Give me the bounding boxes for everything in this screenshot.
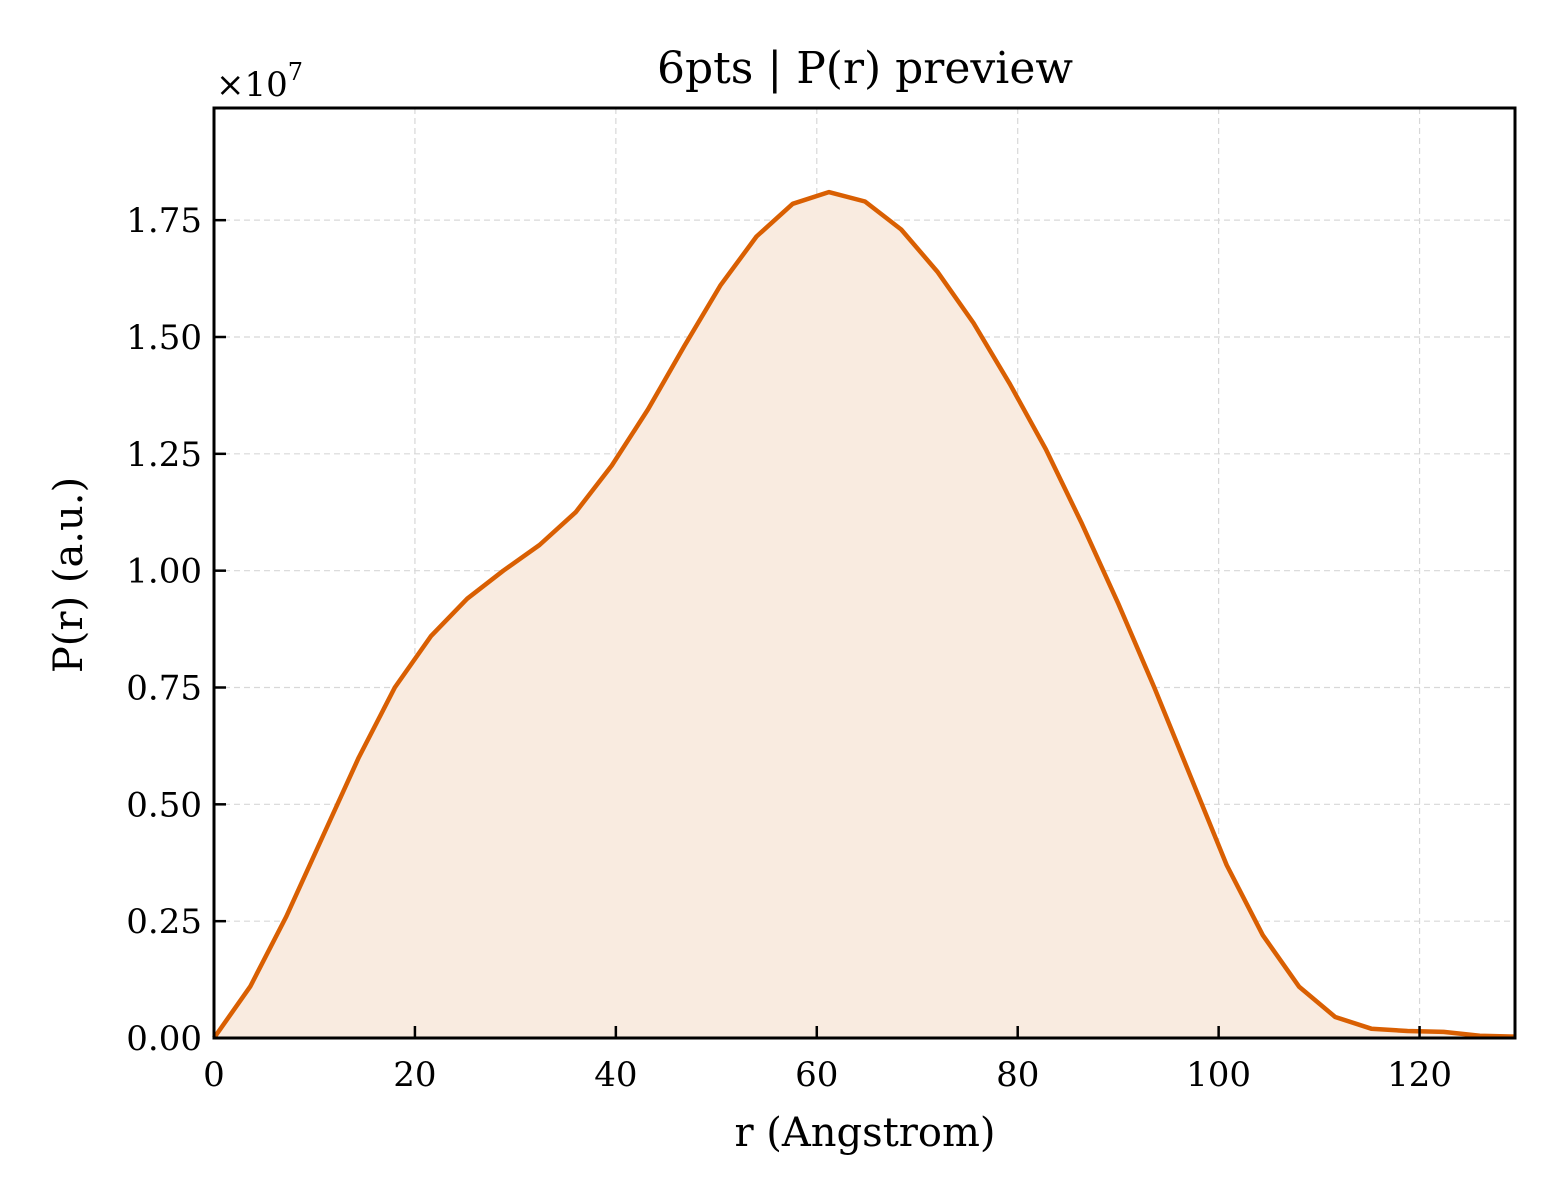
x-tick-label: 120	[1387, 1055, 1452, 1095]
x-tick-label: 40	[594, 1055, 637, 1095]
y-tick-label: 0.50	[126, 785, 202, 825]
y-tick-label: 1.50	[126, 318, 202, 358]
y-tick-label: 1.25	[126, 435, 202, 475]
y-tick-label: 1.00	[126, 552, 202, 592]
plot-frame	[212, 106, 1517, 1040]
y-multiplier-exponent: 7	[288, 58, 303, 86]
x-tick-label: 100	[1186, 1055, 1251, 1095]
y-tick-label: 0.00	[126, 1019, 202, 1059]
y-tick-label: 0.25	[126, 902, 202, 942]
x-tick-label: 20	[393, 1055, 436, 1095]
pr-line	[212, 189, 1516, 1040]
x-tick-label: 0	[203, 1055, 225, 1095]
x-axis-label: r (Angstrom)	[734, 1110, 995, 1156]
y-multiplier-base: ×10	[216, 65, 288, 105]
x-tick-label: 80	[996, 1055, 1039, 1095]
axis-ticks: 0 20 40 60 80 100 120 0.00 0.25 0.50 0.75 1.00 1.25 1…	[126, 201, 1452, 1095]
x-tick-label: 60	[795, 1055, 838, 1095]
y-tick-label: 1.75	[126, 201, 202, 241]
y-axis-label: P(r) (a.u.)	[46, 477, 92, 673]
y-multiplier-label: ×107	[216, 58, 303, 105]
pr-area-fill	[214, 192, 1515, 1039]
chart-title: 6pts | P(r) preview	[657, 43, 1073, 94]
y-tick-label: 0.75	[126, 668, 202, 708]
